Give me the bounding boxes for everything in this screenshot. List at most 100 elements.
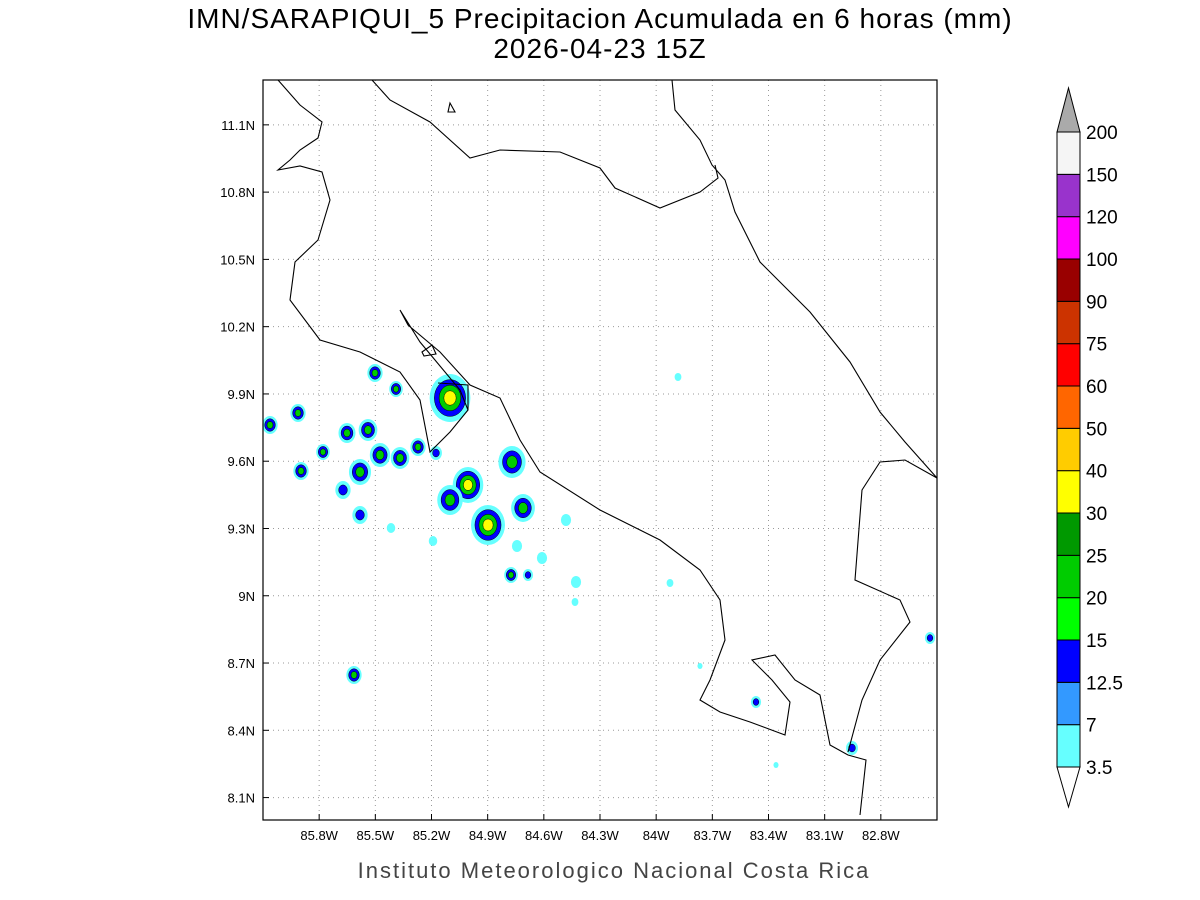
y-tick-label: 10.2N xyxy=(220,320,255,335)
y-tick-label: 10.5N xyxy=(220,252,255,267)
colorbar-box xyxy=(1056,512,1081,556)
colorbar-label: 30 xyxy=(1086,504,1107,525)
colorbar-box xyxy=(1056,681,1081,726)
colorbar-label: 75 xyxy=(1086,335,1107,356)
rain-contour xyxy=(926,634,934,642)
colorbar-label: 20 xyxy=(1086,589,1107,610)
blob xyxy=(536,552,548,564)
colorbar-label: 40 xyxy=(1086,462,1107,483)
blob xyxy=(560,514,572,526)
subtitle: 2026-04-23 15Z xyxy=(493,33,706,64)
rain-contour xyxy=(773,762,779,768)
precipitation-field xyxy=(262,364,936,768)
rain-contour xyxy=(443,390,457,406)
rain-contour xyxy=(506,455,518,469)
blob xyxy=(428,536,438,546)
colorbar-label: 120 xyxy=(1086,208,1118,229)
title: IMN/SARAPIQUI_5 Precipitacion Acumulada … xyxy=(187,3,1012,34)
coastlines xyxy=(276,79,938,816)
blob xyxy=(369,443,391,467)
rain-contour xyxy=(266,421,274,429)
blob xyxy=(773,762,779,768)
y-tick-label: 11.1N xyxy=(221,118,255,133)
rain-contour xyxy=(393,385,399,393)
y-tick-label: 9N xyxy=(238,589,255,604)
rain-contour xyxy=(294,409,302,417)
rain-contour xyxy=(524,571,532,579)
colorbar-box xyxy=(1056,470,1081,514)
blob xyxy=(498,446,526,478)
rain-contour xyxy=(432,448,440,458)
colorbar-box xyxy=(1056,258,1081,302)
colorbar-label: 7 xyxy=(1086,716,1097,737)
rain-contour xyxy=(371,369,379,377)
panama-border xyxy=(847,459,938,753)
island xyxy=(421,101,456,357)
rain-contour xyxy=(511,540,523,552)
blob xyxy=(262,416,278,434)
footer: Instituto Meteorologico Nacional Costa R… xyxy=(358,858,871,883)
colorbar-label: 3.5 xyxy=(1086,758,1112,779)
colorbar-box xyxy=(1056,724,1081,768)
blob xyxy=(504,567,518,583)
rain-contour xyxy=(560,514,572,526)
blob xyxy=(389,381,403,397)
colorbar-label: 25 xyxy=(1086,546,1107,567)
blob xyxy=(335,481,351,499)
x-tick-label: 85.5W xyxy=(357,828,395,843)
lake-nicaragua xyxy=(371,79,719,209)
blob xyxy=(346,666,362,684)
blob xyxy=(437,485,463,515)
rain-contour xyxy=(320,448,326,456)
blob xyxy=(471,505,505,545)
colorbar-box xyxy=(1056,597,1081,641)
blob xyxy=(570,576,582,588)
blob xyxy=(410,438,426,456)
blob xyxy=(674,373,682,381)
blob xyxy=(511,540,523,552)
rain-contour xyxy=(463,479,473,491)
colorbar-box xyxy=(1056,173,1081,218)
blob xyxy=(846,741,858,755)
y-tick-label: 9.6N xyxy=(228,454,255,469)
colorbar-label: 100 xyxy=(1086,250,1118,271)
rain-contour xyxy=(355,509,365,521)
blob xyxy=(358,419,378,441)
blob xyxy=(666,579,674,587)
rain-contour xyxy=(364,425,372,435)
rain-contour xyxy=(297,467,305,475)
blob xyxy=(750,696,762,708)
colorbar-box xyxy=(1056,343,1081,387)
rain-contour xyxy=(355,466,365,478)
blob xyxy=(338,423,356,443)
blob xyxy=(924,632,936,644)
blob xyxy=(430,446,442,460)
rain-contour xyxy=(697,663,703,669)
y-tick-label: 10.8N xyxy=(220,185,255,200)
blob xyxy=(386,523,396,533)
x-tick-label: 84W xyxy=(643,828,670,843)
blob xyxy=(390,447,410,469)
rain-contour xyxy=(396,453,404,463)
y-tick-label: 9.9N xyxy=(228,387,255,402)
rain-contour xyxy=(570,576,582,588)
coastline xyxy=(276,79,867,816)
blob xyxy=(429,374,471,422)
blob xyxy=(348,459,372,485)
colorbar-label: 90 xyxy=(1086,292,1107,313)
colorbar-high xyxy=(1056,86,1081,133)
x-tick-label: 85.2W xyxy=(413,828,451,843)
blob xyxy=(511,494,535,522)
rain-contour xyxy=(386,523,396,533)
rain-contour xyxy=(571,598,579,606)
colorbar-label: 200 xyxy=(1086,123,1118,144)
rain-contour xyxy=(518,502,528,514)
x-tick-label: 83.4W xyxy=(750,828,788,843)
y-tick-label: 8.4N xyxy=(228,723,255,738)
rain-contour xyxy=(666,579,674,587)
y-tick-label: 8.1N xyxy=(228,791,255,806)
rain-contour xyxy=(482,518,494,532)
colorbar-box xyxy=(1056,385,1081,429)
blob xyxy=(522,569,534,581)
colorbar-box xyxy=(1056,427,1081,472)
